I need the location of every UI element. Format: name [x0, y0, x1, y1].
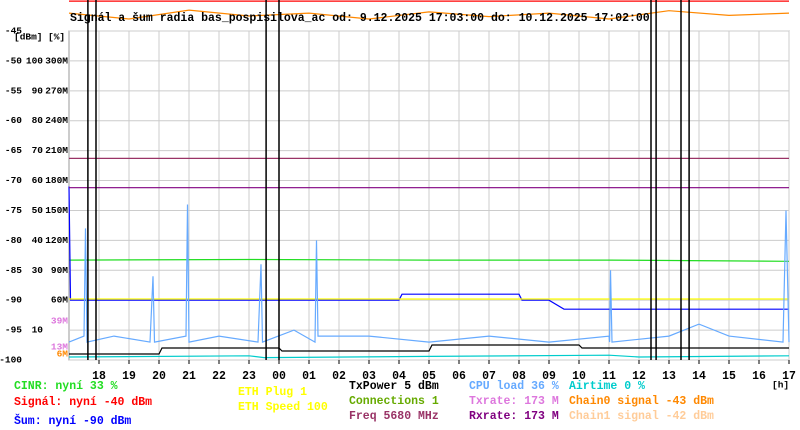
x-tick-label: 17 [782, 370, 796, 383]
legend-entry: Airtime 0 % [569, 380, 645, 393]
y-tick-label: -50 [5, 55, 22, 66]
x-tick-label: 03 [362, 370, 376, 383]
x-tick-label: 07 [482, 370, 496, 383]
legend-entry: ETH Speed 100 [238, 401, 328, 414]
y3-mark-label: 13M [51, 342, 68, 353]
legend-entry: Chain1 signal -42 dBm [569, 410, 714, 423]
x-tick-label: 12 [632, 370, 646, 383]
y3-tick-label: 180M [45, 175, 68, 186]
y3-mark-label: 6M [57, 349, 69, 360]
y3-mark-label: 39M [51, 316, 68, 327]
x-tick-label: 21 [182, 370, 196, 383]
x-tick-label: 05 [422, 370, 436, 383]
x-tick-label: 18 [92, 370, 106, 383]
y3-tick-label: 300M [45, 55, 68, 66]
marks [68, 0, 790, 360]
x-tick-label: 06 [452, 370, 466, 383]
y-tick-label: -80 [5, 235, 22, 246]
y2-tick-label: 50 [32, 205, 44, 216]
y2-tick-label: 30 [32, 265, 44, 276]
y2-tick-label: 70 [32, 145, 44, 156]
labels: -45-50-55-60-65-70-75-80-85-90-95-100100… [0, 26, 796, 429]
x-tick-label: 10 [572, 370, 586, 383]
series-line [68, 354, 790, 359]
y3-tick-label: 240M [45, 115, 68, 126]
legend-entry: ETH Plug 1 [238, 386, 307, 399]
y-unit: [dBm] [14, 32, 43, 43]
y3-tick-label: 120M [45, 235, 68, 246]
chart-title: Signál a šum radia bas_pospisilova_ac od… [70, 12, 650, 25]
y2-tick-label: 90 [32, 85, 44, 96]
x-tick-label: 23 [242, 370, 256, 383]
x-tick-label: 14 [692, 370, 706, 383]
y-tick-label: -65 [5, 145, 22, 156]
legend-entry: Rxrate: 173 M [469, 410, 559, 423]
x-tick-label: 20 [152, 370, 166, 383]
x-tick-label: 08 [512, 370, 526, 383]
y3-tick-label: 60M [51, 295, 68, 306]
x-tick-label: 09 [542, 370, 556, 383]
y-tick-label: -70 [5, 175, 22, 186]
legend-entry: Freq 5680 MHz [349, 410, 439, 423]
y2-tick-label: 40 [32, 235, 44, 246]
y3-tick-label: 150M [45, 205, 68, 216]
legend-entry: CPU load 36 % [469, 380, 559, 393]
series-line [68, 204, 790, 344]
series-line [69, 344, 789, 355]
x-tick-label: 11 [602, 370, 616, 383]
x-tick-label: 00 [272, 370, 286, 383]
legend-entry: Signál: nyní -40 dBm [14, 396, 152, 409]
x-tick-label: 19 [122, 370, 136, 383]
legend-entry: Connections 1 [349, 395, 439, 408]
x-tick-label: 04 [392, 370, 406, 383]
y-tick-label: -85 [5, 265, 22, 276]
y2-unit: [%] [48, 32, 65, 43]
x-unit: [h] [772, 380, 789, 391]
legend-entry: Txrate: 173 M [469, 395, 559, 408]
y-tick-label: -45 [5, 26, 22, 37]
legend-entry: Šum: nyní -90 dBm [14, 414, 131, 428]
legend-entry: CINR: nyní 33 % [14, 380, 118, 393]
x-tick-label: 13 [662, 370, 676, 383]
y-tick-label: -75 [5, 205, 22, 216]
legend-entry: Chain0 signal -43 dBm [569, 395, 714, 408]
y2-tick-label: 60 [32, 175, 44, 186]
y-tick-label: -100 [0, 355, 22, 366]
y3-tick-label: 90M [51, 265, 68, 276]
x-tick-label: 16 [752, 370, 766, 383]
y3-tick-label: 270M [45, 85, 68, 96]
y-tick-label: -60 [5, 115, 22, 126]
y2-tick-label: 80 [32, 115, 44, 126]
series-line [68, 9, 790, 20]
y2-tick-label: 10 [32, 325, 44, 336]
y-tick-label: -55 [5, 85, 22, 96]
y2-tick-label: 100 [26, 55, 43, 66]
legend-entry: TxPower 5 dBm [349, 380, 439, 393]
y3-tick-label: 210M [45, 145, 68, 156]
x-tick-label: 01 [302, 370, 316, 383]
y-tick-label: -90 [5, 295, 22, 306]
x-tick-label: 22 [212, 370, 226, 383]
x-tick-label: 02 [332, 370, 346, 383]
series-line [68, 258, 790, 262]
x-tick-label: 15 [722, 370, 736, 383]
y-tick-label: -95 [5, 325, 22, 336]
